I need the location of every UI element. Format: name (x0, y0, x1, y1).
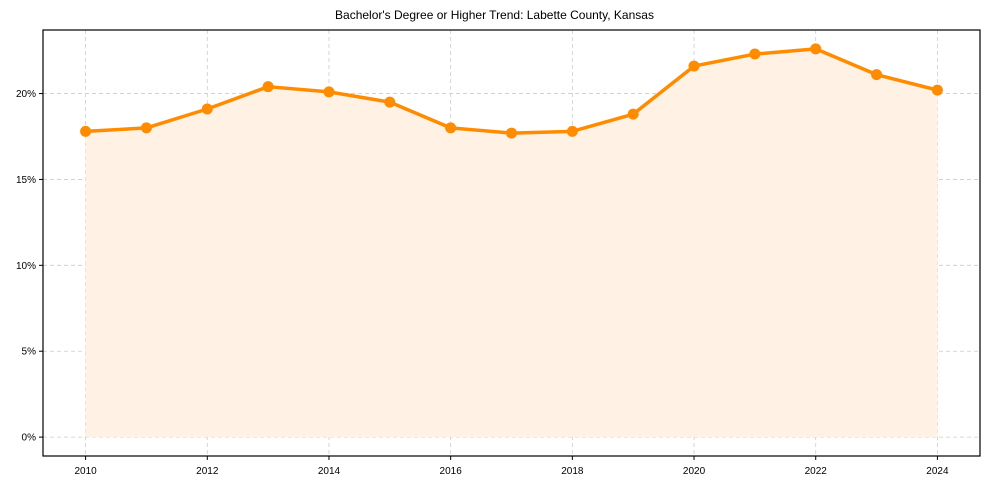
data-point (871, 69, 883, 81)
data-point (323, 86, 335, 98)
data-point (445, 122, 457, 134)
data-point (688, 60, 700, 72)
x-axis: 2010 2012 2014 2016 2018 2020 2022 2024 (74, 456, 949, 477)
area-fill (85, 48, 938, 438)
data-point (931, 84, 943, 96)
y-tick-label: 5% (22, 347, 37, 358)
plot-frame (42, 29, 981, 457)
data-point (201, 103, 213, 115)
data-point (566, 125, 578, 137)
x-tick-label: 2024 (926, 466, 949, 477)
data-point (262, 81, 274, 93)
y-tick-label: 0% (22, 433, 37, 444)
chart-title: Bachelor's Degree or Higher Trend: Labet… (335, 8, 654, 22)
y-axis: 0% 5% 10% 15% 20% (16, 89, 43, 444)
x-tick-label: 2010 (74, 466, 97, 477)
x-tick-label: 2012 (196, 466, 219, 477)
y-tick-label: 20% (16, 89, 36, 100)
y-tick-label: 10% (16, 261, 36, 272)
data-point (810, 43, 822, 55)
x-tick-label: 2014 (318, 466, 341, 477)
y-tick-label: 15% (16, 175, 36, 186)
data-point (384, 96, 396, 108)
x-tick-label: 2016 (440, 466, 463, 477)
x-tick-label: 2018 (561, 466, 584, 477)
data-points (80, 43, 943, 139)
data-point (140, 122, 152, 134)
x-tick-label: 2022 (805, 466, 828, 477)
data-point (749, 48, 761, 60)
x-tick-label: 2020 (683, 466, 706, 477)
data-point (506, 127, 517, 139)
data-point (80, 125, 92, 137)
data-point (627, 108, 639, 120)
